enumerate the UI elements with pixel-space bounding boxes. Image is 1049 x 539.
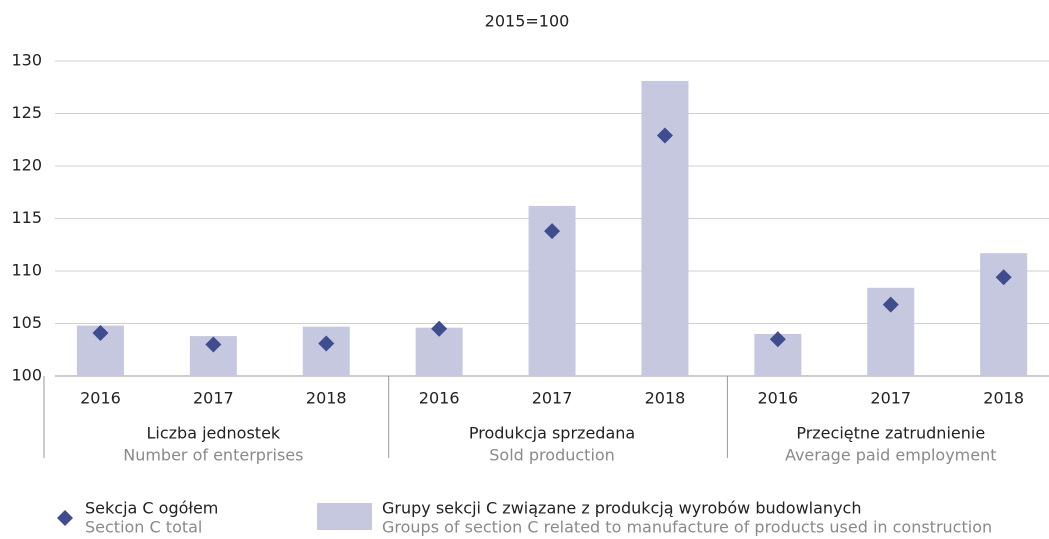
legend-key	[57, 510, 73, 526]
diamond-marker	[318, 335, 335, 352]
y-tick-label: 115	[11, 208, 42, 227]
x-tick-label: 2018	[983, 389, 1024, 408]
group-label-en: Sold production	[489, 446, 615, 465]
chart-title: 2015=100	[485, 12, 570, 31]
y-tick-label: 110	[11, 261, 42, 280]
diamond-marker	[431, 320, 448, 337]
x-tick-label: 2018	[306, 389, 347, 408]
diamond-marker	[656, 127, 673, 144]
legend-label: Sekcja C ogółem	[85, 499, 218, 518]
group-label-en: Average paid employment	[785, 446, 997, 465]
diamond-marker	[995, 269, 1012, 286]
bar	[641, 80, 689, 376]
diamond-marker	[544, 223, 561, 240]
diamond-marker	[882, 296, 899, 313]
x-tick-label: 2018	[645, 389, 686, 408]
y-tick-label: 100	[11, 366, 42, 385]
y-tick-label: 120	[11, 156, 42, 175]
legend-key	[317, 503, 372, 530]
group-label: Produkcja sprzedana	[469, 424, 635, 443]
diamond-marker	[205, 336, 222, 353]
y-tick-label: 105	[11, 313, 42, 332]
x-tick-label: 2016	[419, 389, 460, 408]
x-tick-label: 2017	[193, 389, 234, 408]
y-tick-label: 125	[11, 103, 42, 122]
y-tick-label: 130	[11, 51, 42, 70]
diamond-marker	[769, 331, 786, 348]
x-tick-label: 2017	[870, 389, 911, 408]
diamond-marker	[92, 324, 109, 341]
group-label: Przeciętne zatrudnienie	[796, 424, 985, 443]
group-label: Liczba jednostek	[146, 424, 280, 443]
x-tick-label: 2016	[757, 389, 798, 408]
x-tick-label: 2017	[532, 389, 573, 408]
legend-label-en: Section C total	[85, 518, 202, 537]
group-label-en: Number of enterprises	[123, 446, 303, 465]
x-tick-label: 2016	[80, 389, 121, 408]
legend-label: Grupy sekcji C związane z produkcją wyro…	[382, 499, 861, 518]
legend-label-en: Groups of section C related to manufactu…	[382, 518, 992, 537]
